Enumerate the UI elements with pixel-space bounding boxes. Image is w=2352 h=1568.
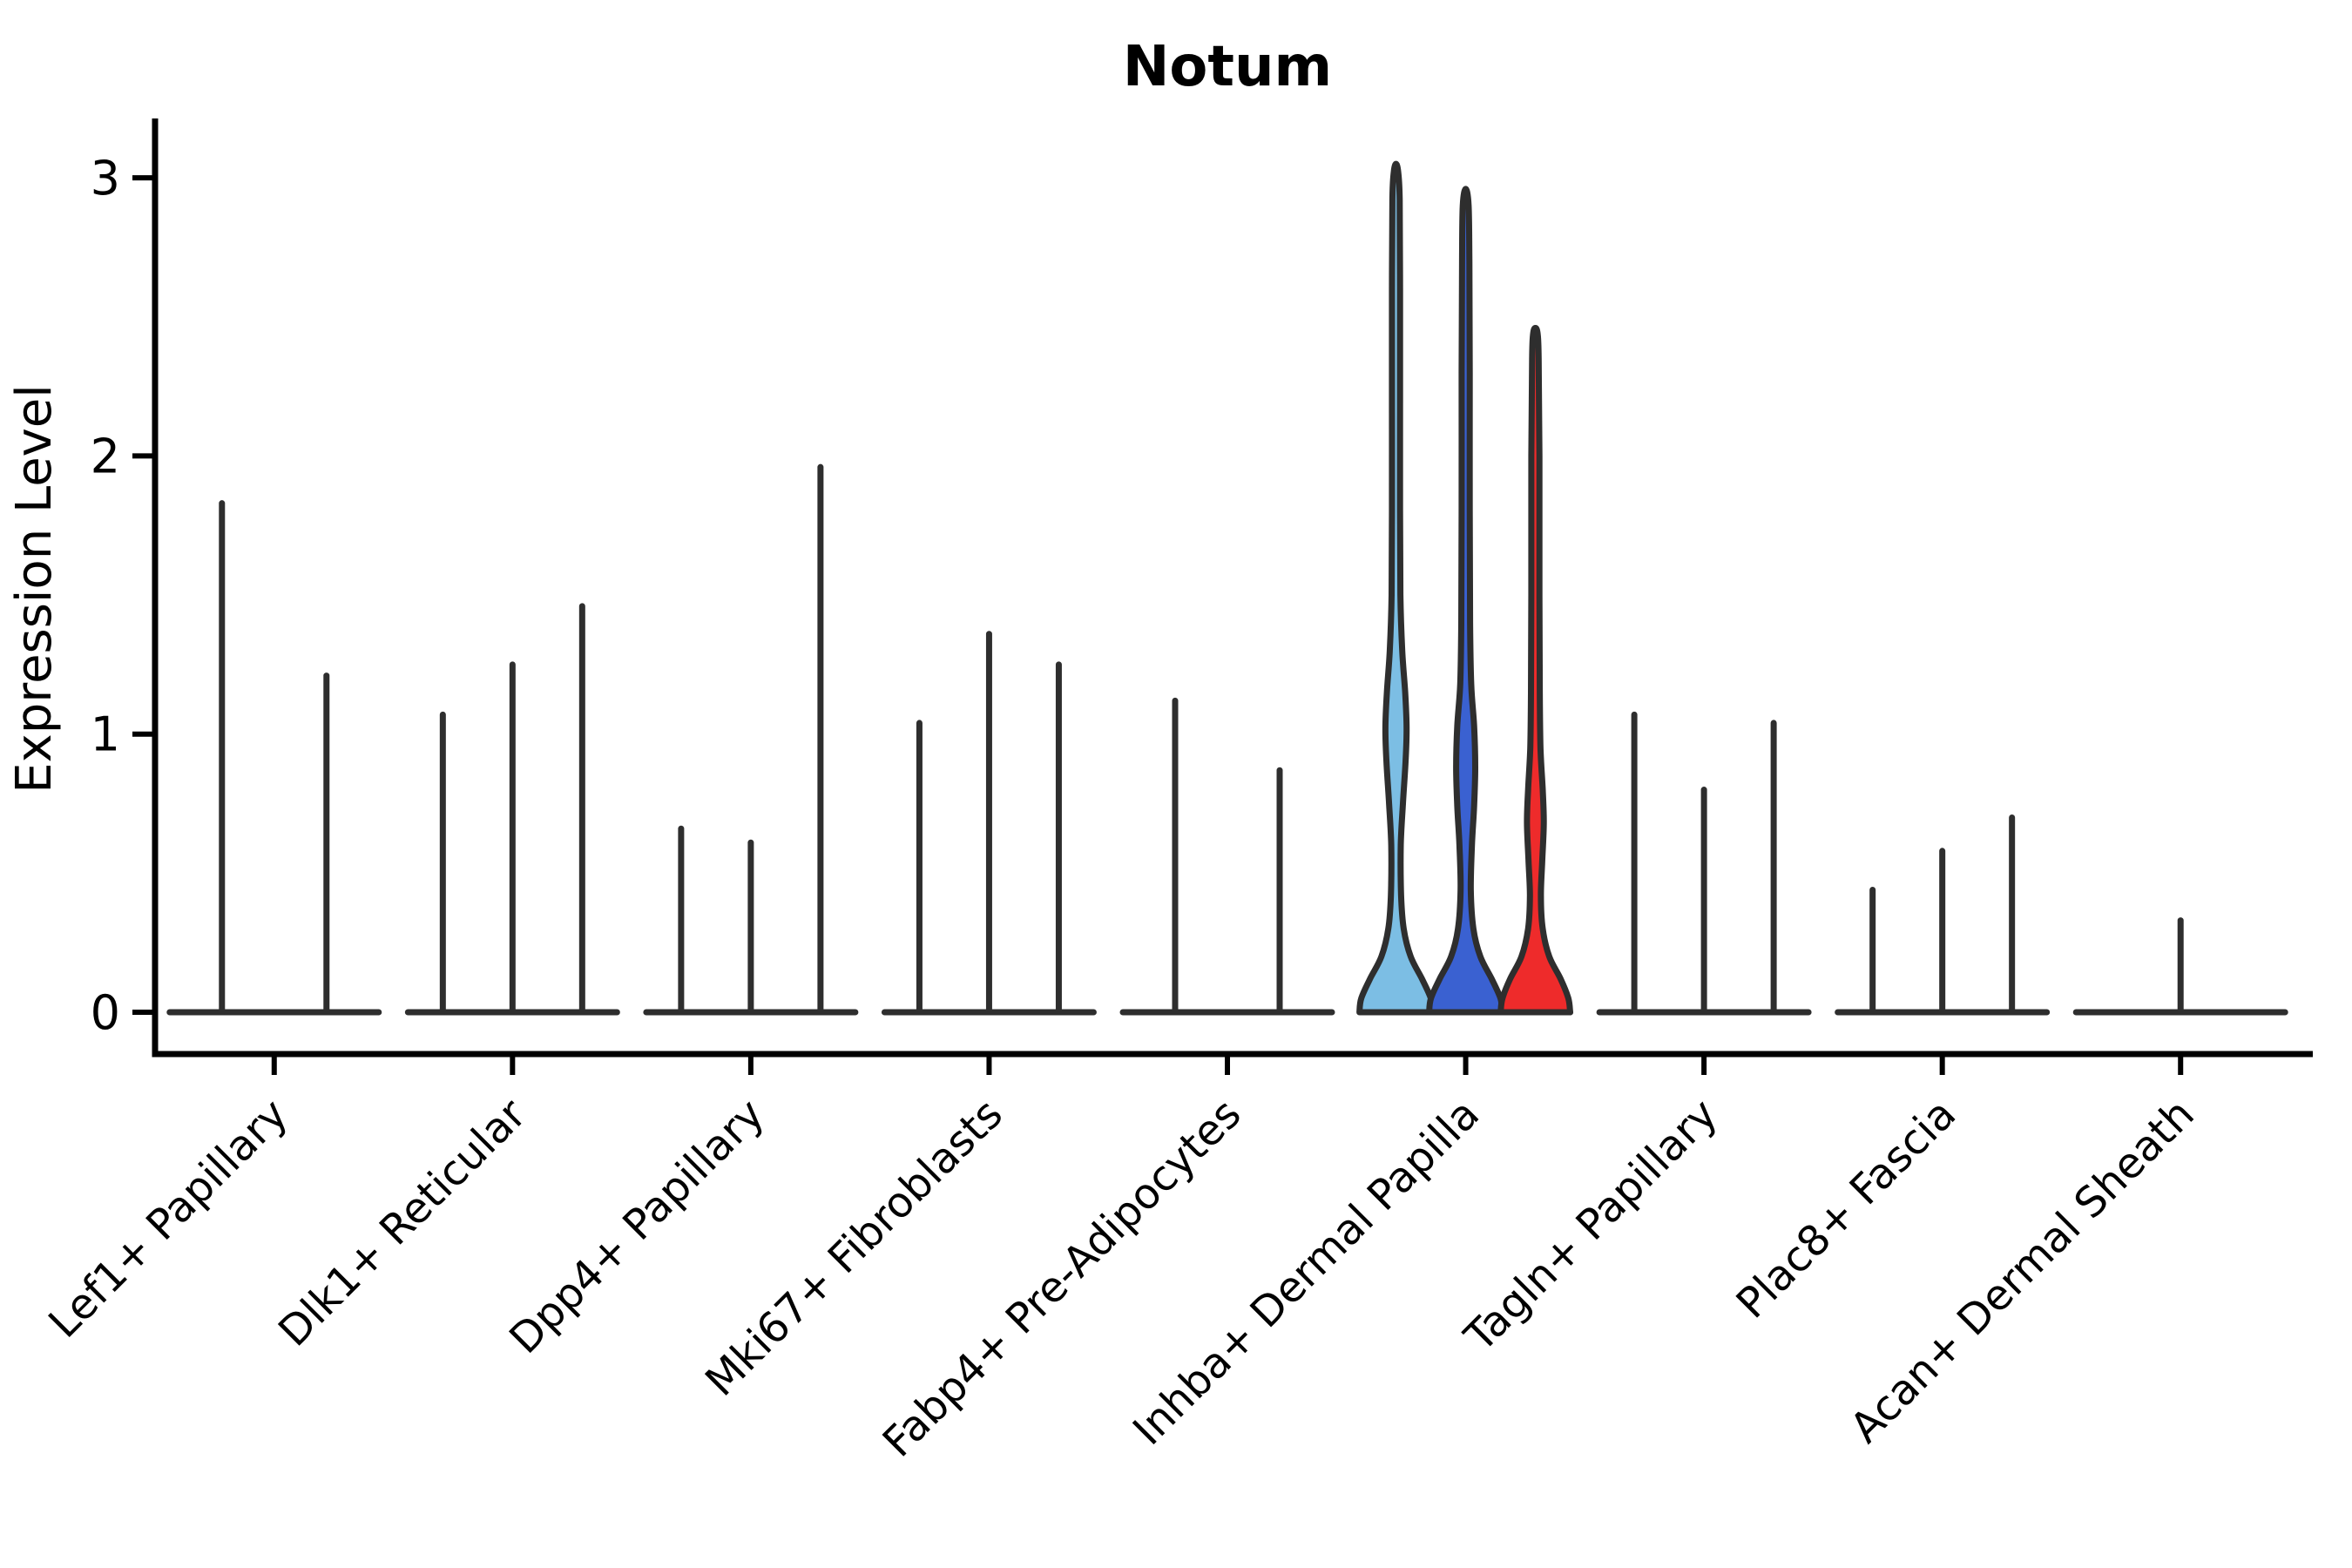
x-tick-label: Lef1+ Papillary bbox=[39, 1090, 297, 1348]
violin-group bbox=[1356, 160, 1574, 1016]
x-tick-label: Plac8+ Fascia bbox=[1727, 1090, 1966, 1328]
highlight-violin bbox=[1356, 160, 1436, 1016]
violin-group bbox=[1596, 711, 1812, 1016]
y-tick-label: 1 bbox=[91, 707, 120, 762]
x-tick-label: Dpp4+ Papillary bbox=[500, 1090, 774, 1363]
violin-group bbox=[881, 631, 1097, 1016]
y-axis-label: Expression Level bbox=[6, 384, 63, 794]
violin-layer bbox=[166, 160, 2288, 1016]
chart-title: Notum bbox=[1123, 35, 1332, 99]
x-tick-label: Dlk1+ Reticular bbox=[269, 1090, 536, 1356]
violin-group bbox=[166, 500, 382, 1016]
y-tick-label: 2 bbox=[91, 429, 120, 483]
highlight-violin bbox=[1426, 186, 1506, 1016]
violin-group bbox=[404, 603, 620, 1016]
violin-group bbox=[1835, 814, 2051, 1016]
y-tick-label: 3 bbox=[91, 151, 120, 206]
violin-group bbox=[2072, 917, 2288, 1016]
violin-group bbox=[643, 463, 859, 1016]
violin-group bbox=[1119, 697, 1335, 1016]
highlight-violin bbox=[1497, 325, 1573, 1016]
y-tick-label: 0 bbox=[91, 985, 120, 1040]
x-tick-label: Tagln+ Papillary bbox=[1455, 1090, 1727, 1362]
